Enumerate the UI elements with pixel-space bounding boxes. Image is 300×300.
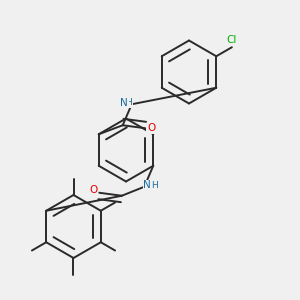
Text: O: O [89,185,98,195]
Text: N: N [143,180,151,190]
Text: N: N [120,98,128,108]
Text: H: H [152,181,158,190]
Text: H: H [125,98,132,107]
Text: O: O [147,123,155,133]
Text: Cl: Cl [227,35,237,45]
